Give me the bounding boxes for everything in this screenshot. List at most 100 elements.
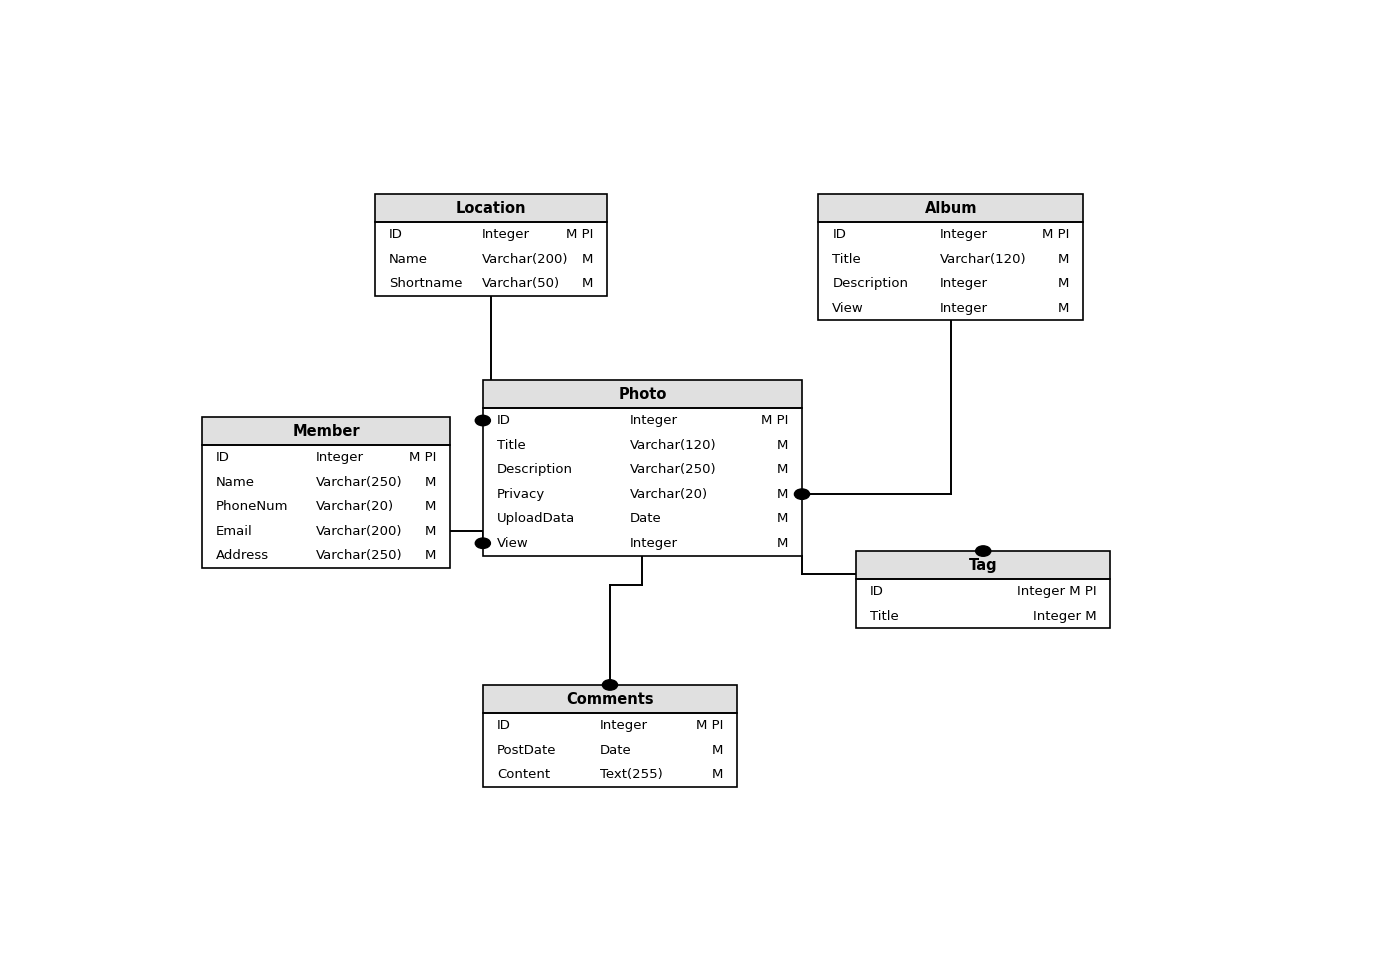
Bar xyxy=(483,713,737,787)
Text: M: M xyxy=(776,439,787,451)
Text: M PI: M PI xyxy=(409,451,437,465)
Text: ID: ID xyxy=(497,719,511,732)
Text: Integer: Integer xyxy=(940,228,988,242)
Text: Varchar(250): Varchar(250) xyxy=(315,475,402,489)
Text: Album: Album xyxy=(924,201,977,215)
Bar xyxy=(818,222,1083,321)
Text: M PI: M PI xyxy=(695,719,723,732)
Circle shape xyxy=(475,538,490,549)
Text: M: M xyxy=(424,550,437,562)
Text: Integer: Integer xyxy=(315,451,364,465)
Text: Tag: Tag xyxy=(969,557,998,573)
Text: Text(255): Text(255) xyxy=(600,768,663,781)
Text: Photo: Photo xyxy=(618,386,667,402)
Bar xyxy=(201,417,451,445)
Text: M: M xyxy=(776,488,787,500)
Bar xyxy=(483,380,801,409)
Text: M: M xyxy=(776,537,787,550)
Circle shape xyxy=(976,546,991,556)
Text: Date: Date xyxy=(630,512,662,526)
Text: Varchar(50): Varchar(50) xyxy=(482,277,560,290)
Bar xyxy=(201,445,451,568)
Text: Title: Title xyxy=(497,439,526,451)
Text: ID: ID xyxy=(497,414,511,427)
Bar xyxy=(856,580,1110,629)
Text: M: M xyxy=(582,277,593,290)
Text: M: M xyxy=(712,768,723,781)
Bar xyxy=(374,194,607,222)
Text: M: M xyxy=(1058,301,1069,315)
Text: Content: Content xyxy=(497,768,550,781)
Bar xyxy=(856,580,1110,629)
Text: Shortname: Shortname xyxy=(388,277,462,290)
Text: PostDate: PostDate xyxy=(497,744,557,756)
Text: M: M xyxy=(1058,277,1069,290)
Text: Comments: Comments xyxy=(567,692,653,706)
Text: Integer: Integer xyxy=(482,228,529,242)
Text: M PI: M PI xyxy=(565,228,593,242)
Text: UploadData: UploadData xyxy=(497,512,575,526)
Text: M: M xyxy=(712,744,723,756)
Text: Integer: Integer xyxy=(940,301,988,315)
Text: Title: Title xyxy=(870,610,899,623)
Text: M: M xyxy=(424,475,437,489)
Text: Description: Description xyxy=(832,277,909,290)
Text: ID: ID xyxy=(388,228,402,242)
Text: PhoneNum: PhoneNum xyxy=(215,500,288,513)
Bar xyxy=(818,194,1083,222)
Text: M: M xyxy=(1058,252,1069,266)
Bar xyxy=(374,194,607,222)
Text: Title: Title xyxy=(832,252,861,266)
Circle shape xyxy=(603,680,617,690)
Bar xyxy=(483,713,737,787)
Text: Integer: Integer xyxy=(600,719,648,732)
Text: Varchar(20): Varchar(20) xyxy=(630,488,708,500)
Text: Varchar(200): Varchar(200) xyxy=(482,252,568,266)
Text: Privacy: Privacy xyxy=(497,488,546,500)
Bar xyxy=(201,445,451,568)
Text: View: View xyxy=(832,301,864,315)
Text: Name: Name xyxy=(388,252,427,266)
Bar xyxy=(483,409,801,555)
Text: Member: Member xyxy=(292,424,360,439)
Text: ID: ID xyxy=(832,228,846,242)
Text: Integer: Integer xyxy=(630,414,677,427)
Text: Location: Location xyxy=(455,201,526,215)
Bar xyxy=(483,380,801,409)
Text: Integer M PI: Integer M PI xyxy=(1016,585,1096,598)
Text: Address: Address xyxy=(215,550,269,562)
Bar xyxy=(818,222,1083,321)
Text: Varchar(120): Varchar(120) xyxy=(630,439,716,451)
Bar xyxy=(856,551,1110,580)
Bar xyxy=(856,551,1110,580)
Text: Varchar(200): Varchar(200) xyxy=(315,525,402,538)
Text: ID: ID xyxy=(215,451,229,465)
Text: Date: Date xyxy=(600,744,631,756)
Bar xyxy=(374,222,607,296)
Text: M: M xyxy=(582,252,593,266)
Text: M: M xyxy=(424,500,437,513)
Bar xyxy=(483,409,801,555)
Bar xyxy=(483,685,737,713)
Bar xyxy=(818,194,1083,222)
Circle shape xyxy=(794,489,810,499)
Text: M PI: M PI xyxy=(761,414,787,427)
Text: M: M xyxy=(776,463,787,476)
Bar xyxy=(374,222,607,296)
Text: View: View xyxy=(497,537,529,550)
Text: Varchar(120): Varchar(120) xyxy=(940,252,1027,266)
Bar xyxy=(483,685,737,713)
Bar xyxy=(201,417,451,445)
Text: Integer M: Integer M xyxy=(1033,610,1096,623)
Text: Varchar(20): Varchar(20) xyxy=(315,500,394,513)
Text: M: M xyxy=(424,525,437,538)
Text: Varchar(250): Varchar(250) xyxy=(630,463,716,476)
Text: M: M xyxy=(776,512,787,526)
Text: Email: Email xyxy=(215,525,253,538)
Circle shape xyxy=(475,415,490,426)
Text: M PI: M PI xyxy=(1041,228,1069,242)
Text: ID: ID xyxy=(870,585,884,598)
Text: Integer: Integer xyxy=(940,277,988,290)
Text: Integer: Integer xyxy=(630,537,677,550)
Text: Description: Description xyxy=(497,463,572,476)
